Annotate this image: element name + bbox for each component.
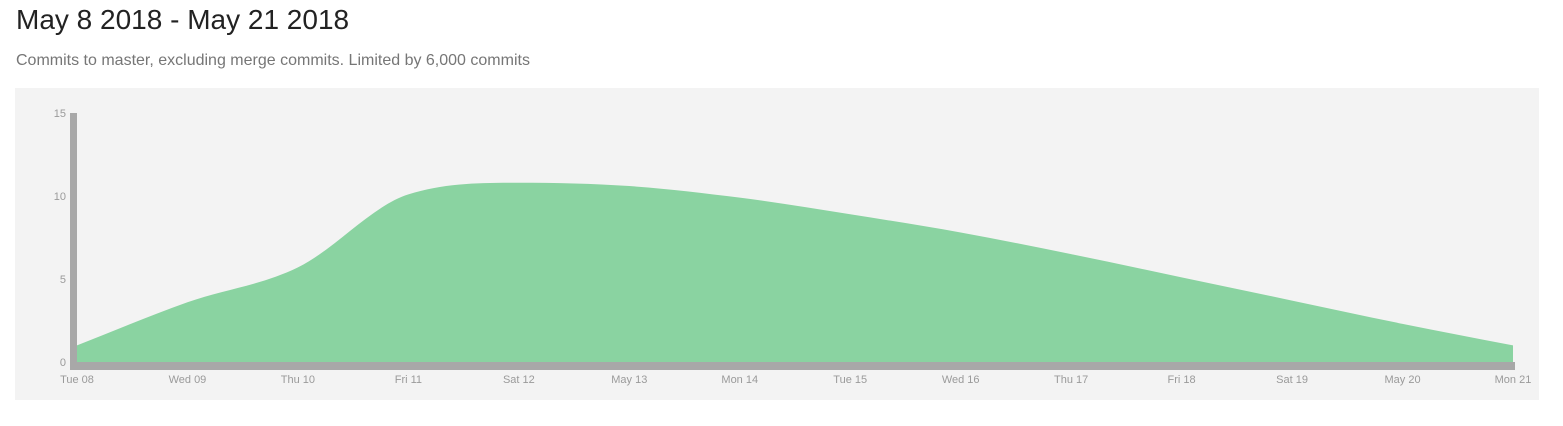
x-tick-label: Sat 19 [1276, 374, 1308, 386]
x-tick-label: May 13 [611, 374, 647, 386]
x-tick-label: May 20 [1384, 374, 1420, 386]
area-layer [77, 182, 1513, 362]
page-title: May 8 2018 - May 21 2018 [16, 4, 350, 35]
x-tick-label: Wed 09 [169, 374, 207, 386]
commits-area-chart: 0 5 10 15 Tue 08 Wed 09 Thu 10 Fri 11 Sat 12 May… [54, 108, 1532, 386]
y-tick-label: 15 [54, 108, 66, 120]
axis-layer [70, 113, 1515, 370]
x-tick-label: Sat 12 [503, 374, 535, 386]
page-subtitle: Commits to master, excluding merge commi… [16, 52, 530, 69]
x-tick-label: Fri 18 [1168, 374, 1196, 386]
commits-area [77, 182, 1513, 362]
y-tick-label: 5 [60, 274, 66, 286]
x-tick-label: Mon 21 [1495, 374, 1532, 386]
y-tick-labels: 0 5 10 15 [54, 108, 66, 369]
x-tick-label: Thu 17 [1054, 374, 1088, 386]
x-tick-label: Tue 15 [833, 374, 867, 386]
x-tick-labels: Tue 08 Wed 09 Thu 10 Fri 11 Sat 12 May 13 Mon … [60, 374, 1531, 386]
x-axis-line [70, 362, 1515, 370]
x-tick-label: Mon 14 [721, 374, 758, 386]
chart-panel: 0 5 10 15 Tue 08 Wed 09 Thu 10 Fri 11 Sat 12 May… [15, 88, 1539, 400]
x-tick-label: Tue 08 [60, 374, 94, 386]
x-tick-label: Thu 10 [281, 374, 315, 386]
y-axis-line [70, 113, 77, 370]
x-tick-label: Fri 11 [395, 374, 422, 386]
x-tick-label: Wed 16 [942, 374, 980, 386]
y-tick-label: 10 [54, 191, 66, 203]
y-tick-label: 0 [60, 357, 66, 369]
